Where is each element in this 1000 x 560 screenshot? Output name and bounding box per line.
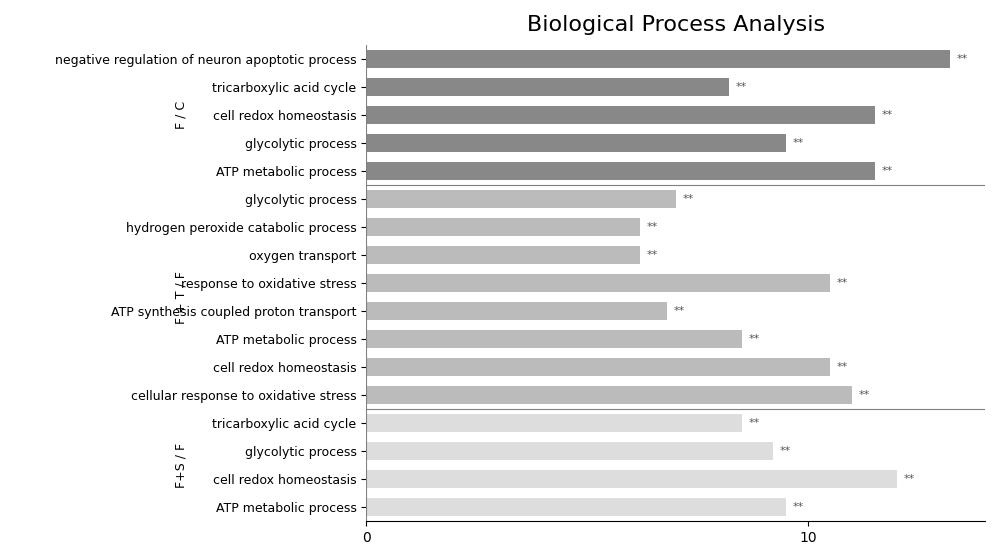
Bar bbox=[366, 498, 786, 516]
Bar bbox=[366, 134, 786, 152]
Text: **: ** bbox=[749, 334, 760, 344]
Bar bbox=[366, 358, 830, 376]
Text: **: ** bbox=[793, 502, 804, 512]
Text: **: ** bbox=[881, 110, 892, 120]
Text: **: ** bbox=[837, 362, 848, 372]
Title: Biological Process Analysis: Biological Process Analysis bbox=[527, 15, 825, 35]
Bar bbox=[366, 218, 640, 236]
Text: F+S / F: F+S / F bbox=[174, 442, 187, 488]
Bar bbox=[366, 162, 875, 180]
Text: F + T / F: F + T / F bbox=[174, 270, 187, 324]
Text: **: ** bbox=[647, 250, 658, 260]
Bar bbox=[366, 442, 773, 460]
Text: **: ** bbox=[956, 54, 968, 64]
Bar bbox=[366, 302, 667, 320]
Bar bbox=[366, 78, 729, 96]
Bar bbox=[366, 190, 676, 208]
Text: **: ** bbox=[859, 390, 870, 400]
Text: **: ** bbox=[881, 166, 892, 176]
Text: **: ** bbox=[682, 194, 694, 204]
Bar bbox=[366, 106, 875, 124]
Text: **: ** bbox=[673, 306, 685, 316]
Bar bbox=[366, 330, 742, 348]
Bar bbox=[366, 246, 640, 264]
Text: **: ** bbox=[903, 474, 914, 484]
Text: **: ** bbox=[780, 446, 791, 456]
Text: **: ** bbox=[837, 278, 848, 288]
Text: **: ** bbox=[647, 222, 658, 232]
Text: **: ** bbox=[749, 418, 760, 428]
Bar bbox=[366, 470, 897, 488]
Text: **: ** bbox=[793, 138, 804, 148]
Bar bbox=[366, 414, 742, 432]
Bar bbox=[366, 274, 830, 292]
Text: **: ** bbox=[735, 82, 747, 92]
Text: F / C: F / C bbox=[174, 101, 187, 129]
Bar bbox=[366, 50, 950, 68]
Bar bbox=[366, 386, 852, 404]
